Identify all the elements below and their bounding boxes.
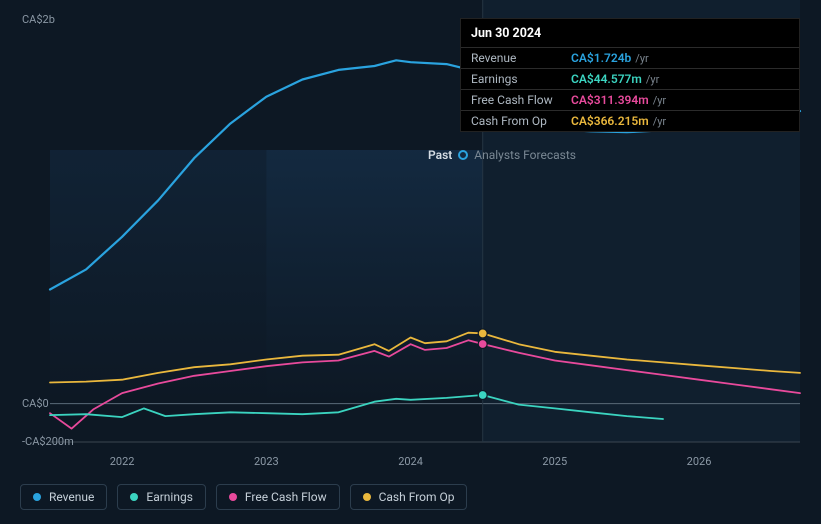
tooltip-row-unit: /yr — [646, 73, 659, 86]
legend-pill-label: Revenue — [49, 490, 94, 504]
dot-icon — [33, 493, 41, 501]
tooltip-row-label: Revenue — [471, 51, 571, 65]
tooltip-row-label: Cash From Op — [471, 114, 571, 128]
cash_from_op-marker — [478, 329, 487, 338]
tooltip-date: Jun 30 2024 — [461, 19, 799, 47]
tooltip-row-label: Earnings — [471, 72, 571, 86]
tooltip-row-value: CA$311.394m — [571, 93, 649, 107]
tooltip-row: Cash From OpCA$366.215m/yr — [461, 110, 799, 131]
legend-pill-label: Free Cash Flow — [245, 490, 327, 504]
earnings-chart: { "canvas": { "width": 821, "height": 52… — [0, 0, 821, 524]
legend-pill-revenue[interactable]: Revenue — [20, 484, 107, 510]
ring-icon — [458, 150, 468, 160]
y-tick-label: -CA$200m — [22, 435, 74, 448]
tooltip-row-label: Free Cash Flow — [471, 93, 571, 107]
y-tick-label: CA$2b — [22, 13, 55, 26]
tooltip-row-value: CA$44.577m — [571, 72, 642, 86]
hover-tooltip: Jun 30 2024 RevenueCA$1.724b/yrEarningsC… — [460, 18, 800, 132]
legend-pill-earnings[interactable]: Earnings — [117, 484, 206, 510]
y-tick-label: CA$0 — [22, 397, 49, 410]
legend-pill-label: Earnings — [146, 490, 193, 504]
legend-pill-label: Cash From Op — [379, 490, 455, 504]
legend-past-forecast: Past Analysts Forecasts — [428, 148, 576, 162]
legend-pill-free_cash_flow[interactable]: Free Cash Flow — [216, 484, 340, 510]
x-tick-label: 2022 — [110, 455, 135, 468]
x-tick-label: 2025 — [542, 455, 567, 468]
x-tick-label: 2024 — [398, 455, 423, 468]
earnings-marker — [478, 391, 487, 400]
legend-past-label: Past — [428, 148, 452, 162]
free_cash_flow-marker — [478, 339, 487, 348]
x-tick-label: 2023 — [254, 455, 279, 468]
tooltip-row-unit: /yr — [653, 115, 666, 128]
dot-icon — [130, 493, 138, 501]
legend-forecast-label: Analysts Forecasts — [474, 148, 576, 162]
tooltip-row-value: CA$366.215m — [571, 114, 649, 128]
legend-series: Revenue Earnings Free Cash Flow Cash From O… — [20, 484, 467, 510]
x-tick-label: 2026 — [687, 455, 712, 468]
dot-icon — [229, 493, 237, 501]
dot-icon — [363, 493, 371, 501]
tooltip-row: Free Cash FlowCA$311.394m/yr — [461, 89, 799, 110]
tooltip-row-unit: /yr — [653, 94, 666, 107]
legend-pill-cash_from_op[interactable]: Cash From Op — [350, 484, 468, 510]
tooltip-row-value: CA$1.724b — [571, 51, 631, 65]
tooltip-row: EarningsCA$44.577m/yr — [461, 68, 799, 89]
tooltip-row: RevenueCA$1.724b/yr — [461, 47, 799, 68]
tooltip-row-unit: /yr — [635, 52, 648, 65]
